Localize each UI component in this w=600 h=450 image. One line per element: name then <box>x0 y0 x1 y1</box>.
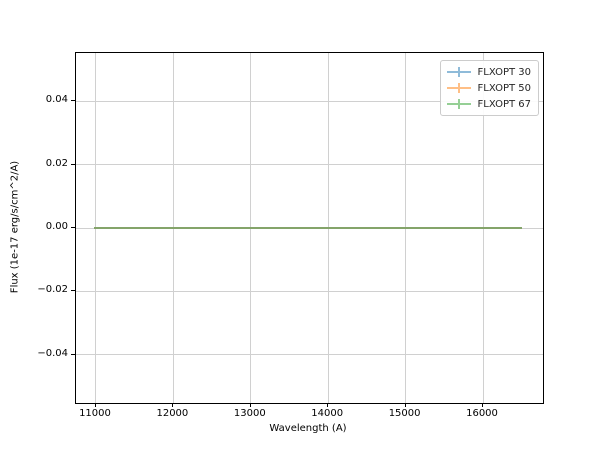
plot-area: FLXOPT 30 FLXOPT 50 FLXOPT 67 <box>75 52 544 404</box>
errorbar-marker-icon <box>446 98 471 110</box>
legend-entry: FLXOPT 67 <box>446 96 531 112</box>
y-tick-mark <box>71 227 75 228</box>
y-tick-label: 0.04 <box>45 94 68 106</box>
x-tick-label: 15000 <box>388 408 421 419</box>
y-gridline <box>76 290 543 292</box>
x-tick-label: 11000 <box>79 408 111 419</box>
flux-data-line <box>94 227 522 229</box>
x-tick-label: 16000 <box>466 408 498 419</box>
y-tick-mark <box>71 163 75 165</box>
y-tick-label: 0.02 <box>45 157 68 169</box>
x-tick-mark <box>172 403 174 407</box>
x-tick-label: 12000 <box>156 408 189 419</box>
y-gridline <box>76 100 543 102</box>
x-tick-mark <box>482 403 483 407</box>
legend-label: FLXOPT 30 <box>477 66 531 78</box>
x-tick-mark <box>327 403 329 407</box>
y-tick-label: 0.00 <box>45 221 68 232</box>
y-gridline <box>76 354 543 356</box>
legend-entry: FLXOPT 50 <box>446 80 531 96</box>
y-tick-mark <box>71 353 75 355</box>
x-tick-mark <box>94 403 96 407</box>
x-tick-label: 14000 <box>311 408 344 419</box>
x-tick-label: 13000 <box>233 408 266 419</box>
legend: FLXOPT 30 FLXOPT 50 FLXOPT 67 <box>439 60 539 116</box>
x-axis-label: Wavelength (A) <box>269 423 347 434</box>
legend-entry: FLXOPT 30 <box>446 64 531 80</box>
legend-label: FLXOPT 50 <box>477 82 531 94</box>
y-gridline <box>76 164 543 166</box>
y-tick-mark <box>71 100 75 102</box>
x-tick-mark <box>249 403 251 407</box>
errorbar-marker-icon <box>446 82 471 94</box>
y-tick-label: −0.02 <box>37 284 68 296</box>
errorbar-marker-icon <box>446 66 471 78</box>
y-tick-label: −0.04 <box>37 347 68 359</box>
x-tick-mark <box>404 403 406 407</box>
y-tick-mark <box>71 290 75 292</box>
legend-label: FLXOPT 67 <box>477 98 531 110</box>
